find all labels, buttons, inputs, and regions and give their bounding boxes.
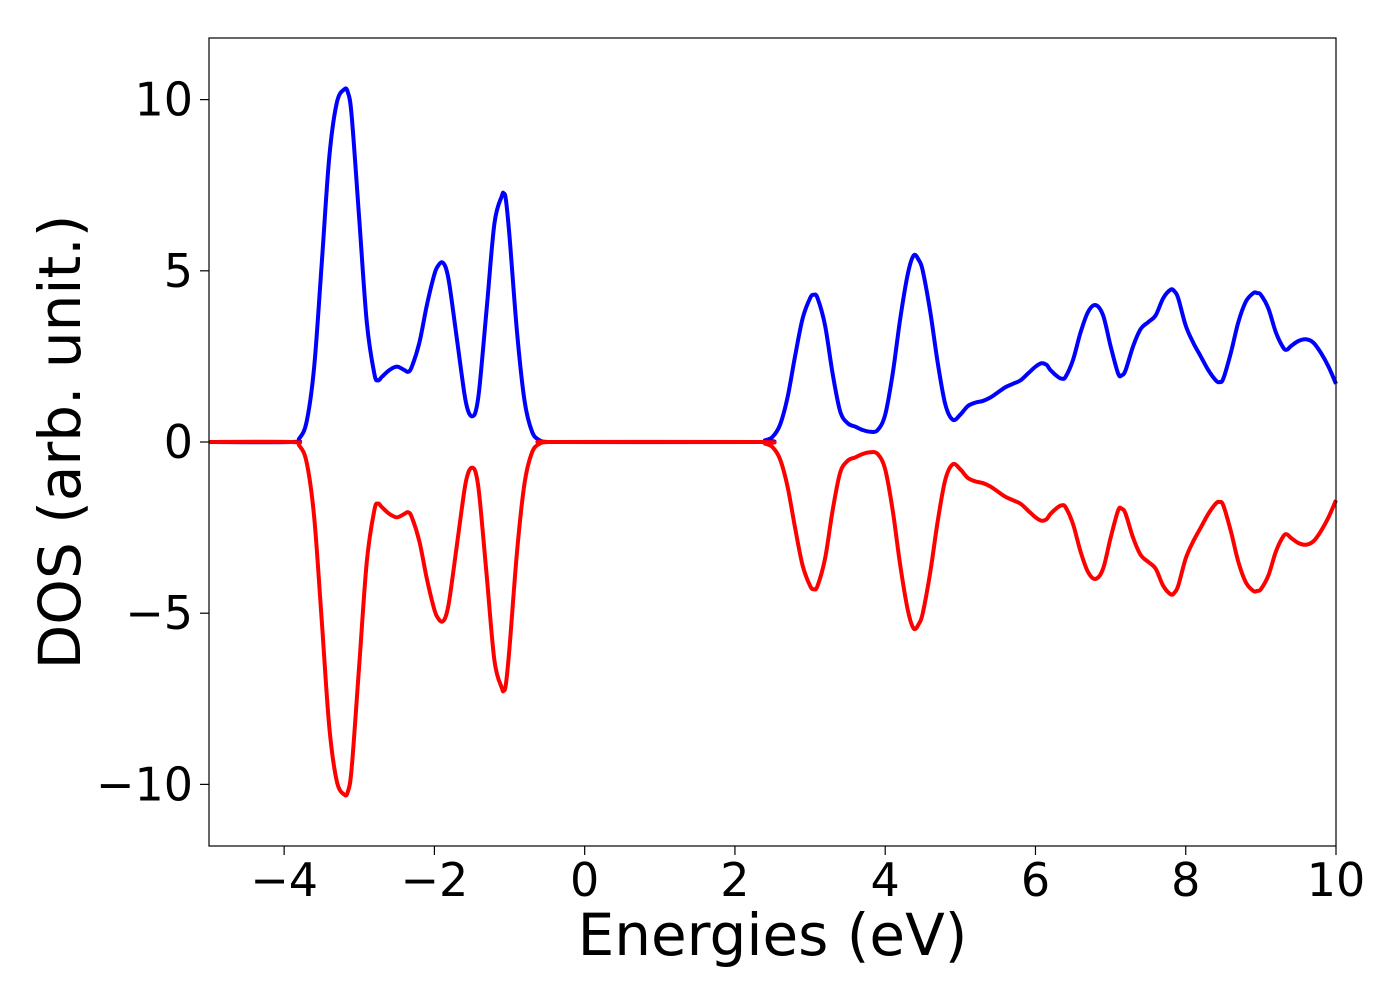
y-tick-label: 10 — [134, 73, 193, 127]
y-tick-label: −5 — [125, 586, 193, 640]
x-tick-label: 6 — [1021, 853, 1050, 907]
y-tick-label: 0 — [164, 415, 193, 469]
x-axis-ticks: −4 −2 0 2 4 6 8 10 — [250, 846, 1365, 907]
y-axis-ticks: −10 −5 0 5 10 — [96, 73, 209, 811]
series-line-spin-down — [208, 439, 1338, 798]
series-line-spin-up — [208, 86, 1338, 445]
x-tick-label: 0 — [570, 853, 599, 907]
series-layer — [208, 86, 1338, 798]
x-tick-label: −4 — [250, 853, 318, 907]
y-axis-title: DOS (arb. unit.) — [26, 215, 94, 670]
x-tick-label: 10 — [1307, 853, 1366, 907]
y-tick-label: −10 — [96, 757, 193, 811]
x-tick-label: 2 — [720, 853, 749, 907]
x-tick-label: 4 — [871, 853, 900, 907]
x-axis-title: Energies (eV) — [578, 901, 968, 969]
x-tick-label: 8 — [1171, 853, 1200, 907]
x-tick-label: −2 — [400, 853, 468, 907]
y-tick-label: 5 — [164, 244, 193, 298]
